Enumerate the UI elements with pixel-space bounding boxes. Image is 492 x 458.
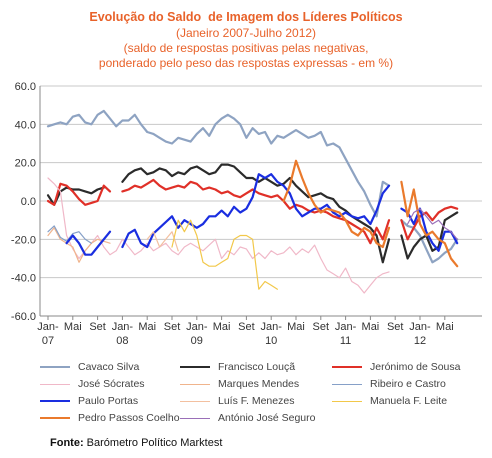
legend-item-luis-f-menezes: Luís F. Menezes: [180, 393, 294, 409]
x-tick-label-year: 08: [116, 335, 128, 347]
x-tick-label-year: 11: [340, 335, 351, 347]
legend-item-paulo-portas: Paulo Portas: [40, 393, 138, 409]
series-line-marques-mendes: [47, 227, 111, 263]
legend-swatch: [180, 417, 210, 419]
x-tick-label: Set: [387, 321, 404, 333]
legend-swatch: [40, 417, 70, 419]
x-tick-label: Jan-: [409, 321, 431, 333]
x-tick-label: Jan-: [37, 321, 59, 333]
series-line-manuela-f-leite: [171, 219, 278, 290]
legend-item-marques-mendes: Marques Mendes: [180, 376, 299, 392]
x-tick-label: Set: [164, 321, 181, 333]
legend-label: Ribeiro e Castro: [370, 378, 446, 390]
legend-swatch: [332, 383, 362, 385]
legend-label: Marques Mendes: [218, 378, 300, 390]
legend-label: Manuela F. Leite: [370, 395, 448, 407]
legend-item-ribeiro-e-castro: Ribeiro e Castro: [332, 376, 446, 392]
chart-title-block: Evolução do Saldo de Imagem dos Líderes …: [0, 10, 492, 71]
legend-label: António José Seguro: [218, 412, 316, 424]
chart-title: Evolução do Saldo de Imagem dos Líderes …: [89, 10, 403, 24]
y-tick-label: 0.0: [21, 196, 36, 208]
legend-swatch: [40, 383, 70, 385]
legend-item-pedro-passos-coelho: Pedro Passos Coelho: [40, 410, 180, 426]
legend-label: Pedro Passos Coelho: [78, 412, 180, 424]
series-line-luis-f-menezes: [146, 231, 179, 252]
legend-item-jose-socrates: José Sócrates: [40, 376, 145, 392]
x-tick-label: Jan-: [112, 321, 134, 333]
series-line-pedro-passos-coelho: [400, 180, 459, 268]
x-tick-label: Jan-: [260, 321, 282, 333]
legend-swatch: [40, 366, 70, 368]
chart-subtitle-line-2: (saldo de respostas positivas pelas nega…: [123, 40, 369, 55]
y-tick-label: -60.0: [11, 311, 36, 323]
x-tick-label-year: 12: [414, 335, 426, 347]
legend-item-cavaco-silva: Cavaco Silva: [40, 359, 139, 375]
series-line-paulo-portas: [65, 230, 112, 256]
series-line-jose-socrates: [47, 177, 390, 294]
x-tick-label: Mai: [64, 321, 82, 333]
legend-swatch: [332, 366, 362, 368]
legend-swatch: [180, 383, 210, 385]
source-text: Barómetro Político Marktest: [83, 437, 223, 449]
x-tick-label-year: 10: [265, 335, 277, 347]
series-line-francisco-louca: [121, 163, 391, 264]
legend-swatch: [180, 400, 210, 402]
series-line-jeronimo-de-sousa: [46, 182, 112, 206]
x-tick-label-year: 07: [42, 335, 54, 347]
x-tick-label: Mai: [213, 321, 231, 333]
chart-subtitle-line-3: ponderado pelo peso das respostas expres…: [98, 55, 394, 70]
series-line-antonio-jose-seguro: [407, 208, 458, 240]
series-line-cavaco-silva: [46, 109, 391, 218]
x-tick-label: Mai: [436, 321, 454, 333]
y-tick-label: 20.0: [15, 158, 36, 170]
legend-item-antonio-jose-seguro: António José Seguro: [180, 410, 315, 426]
legend-label: Luís F. Menezes: [218, 395, 295, 407]
legend-swatch: [180, 366, 210, 368]
y-tick-label: -20.0: [11, 234, 36, 246]
series-line-paulo-portas: [121, 173, 391, 249]
x-tick-label-year: 09: [191, 335, 203, 347]
x-tick-label: Set: [313, 321, 330, 333]
series-line-jeronimo-de-sousa: [400, 205, 459, 241]
x-tick-label: Mai: [138, 321, 156, 333]
x-tick-label: Jan-: [335, 321, 357, 333]
legend-label: Paulo Portas: [78, 395, 139, 407]
series-line-francisco-louca: [400, 211, 459, 260]
legend-label: José Sócrates: [78, 378, 145, 390]
legend-label: Cavaco Silva: [78, 361, 140, 373]
chart-subtitle-line-1: (Janeiro 2007-Julho 2012): [175, 25, 317, 40]
y-tick-label: -40.0: [11, 273, 36, 285]
x-tick-label: Jan-: [186, 321, 208, 333]
series-line-pedro-passos-coelho: [282, 159, 391, 249]
source-label: Fonte:: [50, 437, 84, 449]
legend-item-francisco-louca: Francisco Louçã: [180, 359, 295, 375]
x-tick-label: Mai: [287, 321, 305, 333]
legend-label: Jerónimo de Sousa: [370, 361, 461, 373]
y-tick-label: 60.0: [15, 81, 36, 93]
y-tick-label: 40.0: [15, 119, 36, 131]
source-note: Fonte: Barómetro Político Marktest: [50, 437, 222, 449]
x-tick-label: Set: [238, 321, 255, 333]
x-tick-label: Set: [89, 321, 106, 333]
series-line-ribeiro-e-castro: [47, 225, 93, 244]
legend-label: Francisco Louçã: [218, 361, 296, 373]
legend-swatch: [332, 400, 362, 402]
legend-item-jeronimo-de-sousa: Jerónimo de Sousa: [332, 359, 460, 375]
x-tick-label: Mai: [362, 321, 380, 333]
legend-swatch: [40, 400, 70, 402]
legend-item-manuela-f-leite: Manuela F. Leite: [332, 393, 447, 409]
